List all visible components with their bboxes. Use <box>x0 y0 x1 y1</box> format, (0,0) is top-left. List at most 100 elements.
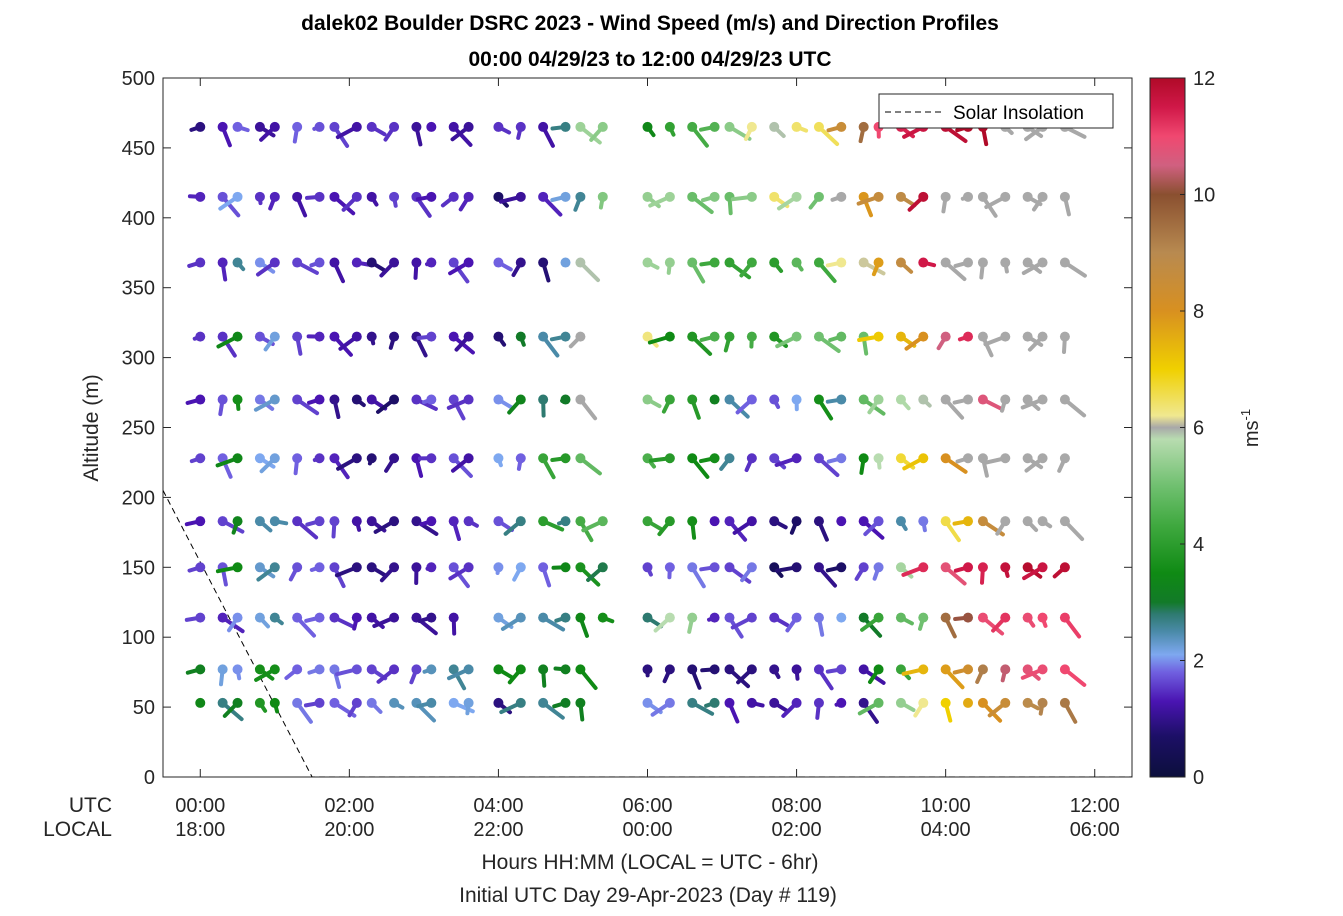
wind-barb-point <box>575 562 585 572</box>
wind-barb-point <box>516 192 526 202</box>
wind-barb-point <box>687 453 697 463</box>
chart-title: dalek02 Boulder DSRC 2023 - Wind Speed (… <box>301 12 999 35</box>
wind-barb-point <box>195 516 205 526</box>
wind-barb-point <box>255 453 265 463</box>
wind-barb-point <box>747 453 757 463</box>
y-tick-label: 250 <box>122 418 155 440</box>
wind-barb-point <box>665 192 675 202</box>
wind-barb-point <box>426 122 436 132</box>
wind-barb-point <box>665 613 675 623</box>
wind-barb-point <box>687 258 697 268</box>
wind-barb-point <box>389 258 399 268</box>
wind-barb-point <box>315 613 325 623</box>
wind-barb-point <box>814 698 824 708</box>
wind-barb-point <box>769 258 779 268</box>
wind-barb-point <box>561 613 571 623</box>
wind-barb-point <box>389 698 399 708</box>
wind-barb-point <box>978 192 988 202</box>
wind-barb-point <box>255 192 265 202</box>
wind-barb-point <box>814 453 824 463</box>
wind-barb-point <box>941 395 951 405</box>
wind-barb-point <box>449 258 459 268</box>
wind-barb-point <box>389 562 399 572</box>
wind-barb-point <box>1000 192 1010 202</box>
wind-barb-point <box>538 562 548 572</box>
wind-barb-point <box>874 698 884 708</box>
wind-barb-point <box>315 258 325 268</box>
wind-barb-point <box>747 258 757 268</box>
wind-barb-point <box>352 453 362 463</box>
wind-barb-point <box>449 613 459 623</box>
wind-barb-point <box>918 562 928 572</box>
wind-barb-point <box>426 453 436 463</box>
wind-barb-point <box>665 453 675 463</box>
wind-barb-point <box>575 664 585 674</box>
wind-barb-point <box>918 516 928 526</box>
wind-barb-point <box>270 516 280 526</box>
wind-barb-point <box>1038 395 1048 405</box>
wind-barb-point <box>687 516 697 526</box>
wind-barb-point <box>747 395 757 405</box>
wind-barb-point <box>575 516 585 526</box>
wind-barb-point <box>561 516 571 526</box>
wind-barb-point <box>1000 562 1010 572</box>
wind-barb-point <box>724 516 734 526</box>
wind-barb-point <box>270 453 280 463</box>
wind-barb-point <box>687 562 697 572</box>
wind-barb-point <box>315 122 325 132</box>
wind-barb-point <box>195 453 205 463</box>
wind-barb-point <box>367 516 377 526</box>
wind-barb-point <box>665 332 675 342</box>
wind-barb-point <box>792 516 802 526</box>
wind-barb-point <box>687 395 697 405</box>
wind-barb-point <box>1000 664 1010 674</box>
wind-barb-point <box>896 698 906 708</box>
wind-barb-point <box>874 258 884 268</box>
wind-barb-point <box>918 664 928 674</box>
wind-barb-point <box>538 258 548 268</box>
wind-barb-point <box>493 332 503 342</box>
wind-barb-point <box>292 332 302 342</box>
wind-barb-point <box>292 664 302 674</box>
wind-barb-point <box>792 453 802 463</box>
wind-barb-point <box>411 562 421 572</box>
wind-barb-point <box>710 698 720 708</box>
wind-barb-point <box>963 395 973 405</box>
wind-barb-point <box>724 698 734 708</box>
wind-barb-point <box>195 698 205 708</box>
wind-barb-point <box>538 122 548 132</box>
wind-barb-point <box>963 664 973 674</box>
wind-barb-point <box>493 562 503 572</box>
wind-barb-point <box>538 613 548 623</box>
wind-barb-point <box>516 258 526 268</box>
wind-barb-point <box>1000 258 1010 268</box>
y-tick-label: 500 <box>122 68 155 90</box>
wind-barb-point <box>874 664 884 674</box>
wind-barb-point <box>1000 395 1010 405</box>
wind-barb-point <box>233 562 243 572</box>
wind-barb-point <box>352 516 362 526</box>
wind-barb-point <box>1000 453 1010 463</box>
wind-barb-point <box>918 332 928 342</box>
wind-barb-point <box>561 332 571 342</box>
wind-barb-point <box>367 332 377 342</box>
wind-barb-point <box>769 122 779 132</box>
wind-barb-point <box>978 698 988 708</box>
wind-barb-point <box>255 258 265 268</box>
wind-barb-point <box>1038 613 1048 623</box>
wind-barb-point <box>874 562 884 572</box>
wind-barb-point <box>643 192 653 202</box>
wind-barb-point <box>233 395 243 405</box>
wind-barb-point <box>918 698 928 708</box>
wind-barb-point <box>665 664 675 674</box>
wind-barb-point <box>1023 613 1033 623</box>
wind-barb-point <box>1060 698 1070 708</box>
wind-barb-point <box>516 332 526 342</box>
wind-barb-point <box>814 258 824 268</box>
wind-barb-point <box>233 613 243 623</box>
wind-barb-point <box>367 453 377 463</box>
wind-barb-point <box>1023 332 1033 342</box>
wind-barb-point <box>896 192 906 202</box>
x-tick-label-local: 06:00 <box>1070 819 1120 841</box>
